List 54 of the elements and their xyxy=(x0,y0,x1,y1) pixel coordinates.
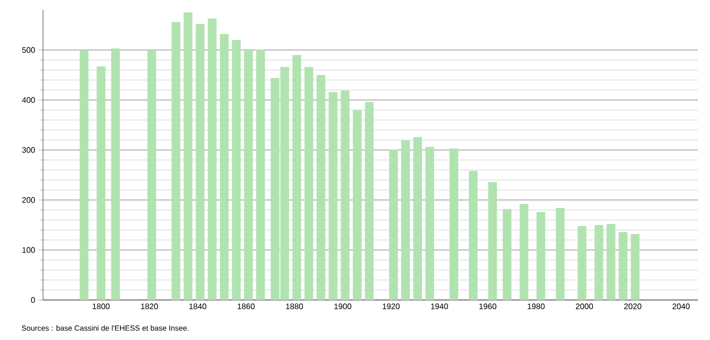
y-tick-label: 300 xyxy=(22,147,35,153)
bar xyxy=(316,74,326,300)
bar xyxy=(401,140,410,300)
bar xyxy=(352,110,362,300)
bar xyxy=(578,226,586,300)
bar xyxy=(618,232,628,300)
bar xyxy=(147,50,156,300)
y-tick-label: 400 xyxy=(22,97,35,103)
x-tick-label: 1960 xyxy=(479,304,496,310)
bar xyxy=(232,40,241,300)
bar xyxy=(425,146,434,300)
bar xyxy=(520,204,528,300)
bar xyxy=(244,48,253,300)
x-tick-label: 1940 xyxy=(431,304,448,310)
y-tick-label: 0 xyxy=(31,297,35,303)
bar xyxy=(594,224,604,300)
x-tick-label: 2040 xyxy=(672,304,690,310)
x-tick-label: 1920 xyxy=(382,304,400,310)
bar xyxy=(536,212,546,300)
x-tick-label: 1980 xyxy=(528,304,545,310)
bar xyxy=(556,208,565,300)
y-tick-label: 500 xyxy=(22,47,35,53)
bar xyxy=(468,170,478,300)
bar xyxy=(413,136,422,300)
x-tick-label: 1900 xyxy=(334,304,352,310)
x-tick-label: 1800 xyxy=(92,304,110,310)
bar xyxy=(606,224,616,300)
bar xyxy=(304,66,314,300)
bar xyxy=(630,234,640,300)
bar xyxy=(196,24,204,300)
bar xyxy=(364,102,374,300)
bar xyxy=(256,49,265,300)
x-tick-label: 2020 xyxy=(624,304,642,310)
y-tick-label: 100 xyxy=(22,247,35,253)
bar xyxy=(328,92,338,300)
bar xyxy=(96,66,106,300)
x-tick-label: 1880 xyxy=(286,304,303,310)
bar xyxy=(111,48,120,300)
bar xyxy=(450,148,458,300)
bar xyxy=(172,22,180,300)
bar xyxy=(340,90,350,300)
x-tick-label: 1860 xyxy=(238,304,255,310)
y-tick-label: 200 xyxy=(22,197,35,203)
bar xyxy=(184,12,192,300)
bar xyxy=(220,34,229,300)
x-tick-label: 1820 xyxy=(141,304,158,310)
bar xyxy=(389,149,398,300)
bar xyxy=(502,208,512,300)
bar xyxy=(488,182,497,300)
bar xyxy=(80,50,88,300)
x-tick-label: 1840 xyxy=(189,304,206,310)
bar xyxy=(292,54,302,300)
x-tick-label: 2000 xyxy=(576,304,593,310)
bar xyxy=(208,18,217,300)
